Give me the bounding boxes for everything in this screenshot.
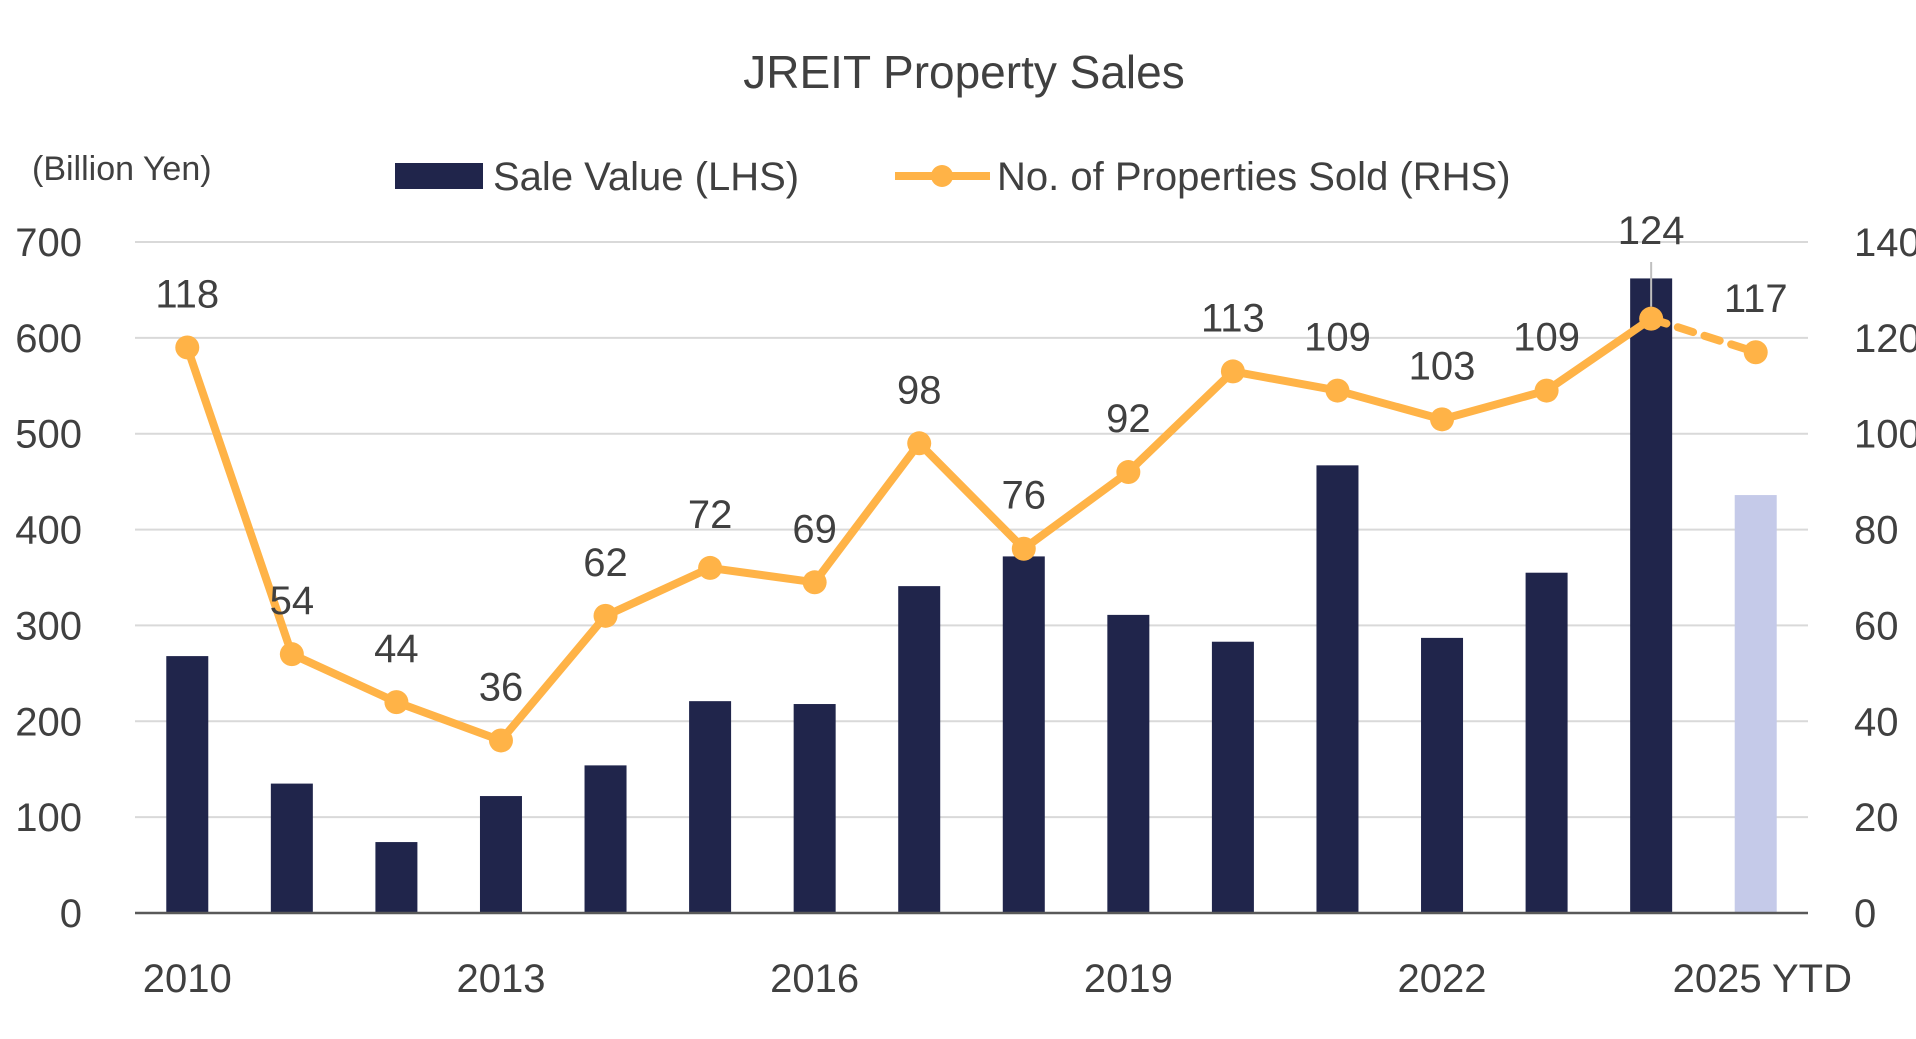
legend-swatch-properties-marker [931,165,953,187]
bar-2015 [689,701,732,913]
data-label-2019: 92 [1106,397,1151,441]
properties-sold-marker-2010 [175,335,200,360]
properties-sold-marker-2012 [384,690,409,715]
properties-sold-marker-2016 [802,570,827,595]
legend: Sale Value (LHS) No. of Properties Sold … [395,155,1511,199]
x-tick-label: 2010 [143,957,232,1001]
bar-2018 [1002,556,1045,913]
data-label-2013: 36 [479,665,524,709]
bar-2010 [166,656,209,913]
bar-2025-ytd [1734,495,1777,913]
x-tick-label: 2025 YTD [1673,957,1852,1001]
left-y-tick-label: 200 [15,700,82,744]
data-label-2016: 69 [792,507,837,551]
right-y-tick-label: 40 [1854,700,1899,744]
data-label-2024: 124 [1618,209,1685,253]
properties-sold-data-labels: 118 54 44 36 62 72 69 98 76 92 113 109 103 109 124 117 [155,209,1787,709]
left-y-axis-ticks: 0 100 200 300 400 500 600 700 [15,221,82,936]
properties-sold-marker-2018 [1011,536,1036,561]
right-y-axis-ticks: 0 20 40 60 80 100 120 140 [1854,221,1916,936]
bar-2022 [1421,637,1464,913]
properties-sold-marker-2022 [1430,407,1455,432]
right-y-tick-label: 80 [1854,509,1899,553]
left-y-tick-label: 0 [60,892,82,936]
left-y-tick-label: 700 [15,221,82,265]
data-label-2025-ytd: 117 [1724,277,1788,321]
bar-2014 [584,765,627,913]
data-label-2020: 113 [1201,296,1265,340]
bar-2012 [375,842,418,913]
data-label-2014: 62 [583,541,628,585]
properties-sold-marker-2023 [1534,378,1559,403]
legend-label-properties-sold: No. of Properties Sold (RHS) [997,155,1511,199]
left-y-tick-label: 300 [15,604,82,648]
left-y-tick-label: 400 [15,509,82,553]
bar-2011 [270,783,313,913]
bar-2017 [898,586,941,913]
properties-sold-marker-2019 [1116,460,1141,485]
legend-label-sale-value: Sale Value (LHS) [493,155,799,199]
right-y-tick-label: 120 [1854,317,1916,361]
legend-swatch-sale-value [395,163,483,189]
data-label-2011: 54 [270,579,315,623]
data-label-2017: 98 [897,368,942,412]
properties-sold-line-ytd-dashed-segment [1647,314,1760,357]
bar-2021 [1316,465,1359,913]
data-label-2012: 44 [374,627,419,671]
left-y-tick-label: 500 [15,413,82,457]
right-y-tick-label: 20 [1854,796,1899,840]
properties-sold-marker-2017 [907,431,932,456]
bar-2020 [1211,641,1254,913]
chart-title: JREIT Property Sales [743,46,1184,98]
bar-2023 [1525,572,1568,913]
properties-sold-marker-2014 [593,603,618,628]
right-y-tick-label: 100 [1854,413,1916,457]
data-label-2018: 76 [1002,474,1047,518]
bar-2024 [1630,278,1673,913]
data-label-2023: 109 [1513,316,1580,360]
properties-sold-marker-2020 [1220,359,1245,384]
left-axis-unit-note: (Billion Yen) [32,150,212,188]
left-y-tick-label: 600 [15,317,82,361]
data-label-2021: 109 [1304,316,1371,360]
properties-sold-marker-2025-ytd [1743,340,1768,365]
gridlines [135,241,1808,819]
properties-sold-line [175,306,1768,753]
properties-sold-marker-2024 [1639,306,1664,331]
left-y-tick-label: 100 [15,796,82,840]
data-label-2022: 103 [1409,344,1476,388]
x-axis-ticks: 2010 2013 2016 2019 2022 2025 YTD [143,957,1852,1001]
x-tick-label: 2019 [1084,957,1173,1001]
x-tick-label: 2016 [770,957,859,1001]
bar-2013 [479,796,522,913]
right-y-tick-label: 0 [1854,892,1876,936]
properties-sold-marker-2013 [488,728,513,753]
data-label-2015: 72 [688,493,733,537]
properties-sold-marker-2011 [279,642,304,667]
data-label-2010: 118 [155,272,219,316]
bar-2016 [793,704,836,913]
x-tick-label: 2013 [456,957,545,1001]
x-tick-label: 2022 [1398,957,1487,1001]
right-y-tick-label: 60 [1854,604,1899,648]
sale-value-bars [166,278,1777,913]
properties-sold-marker-2021 [1325,378,1350,403]
properties-sold-marker-2015 [698,555,723,580]
right-y-tick-label: 140 [1854,221,1916,265]
bar-2019 [1107,614,1150,913]
